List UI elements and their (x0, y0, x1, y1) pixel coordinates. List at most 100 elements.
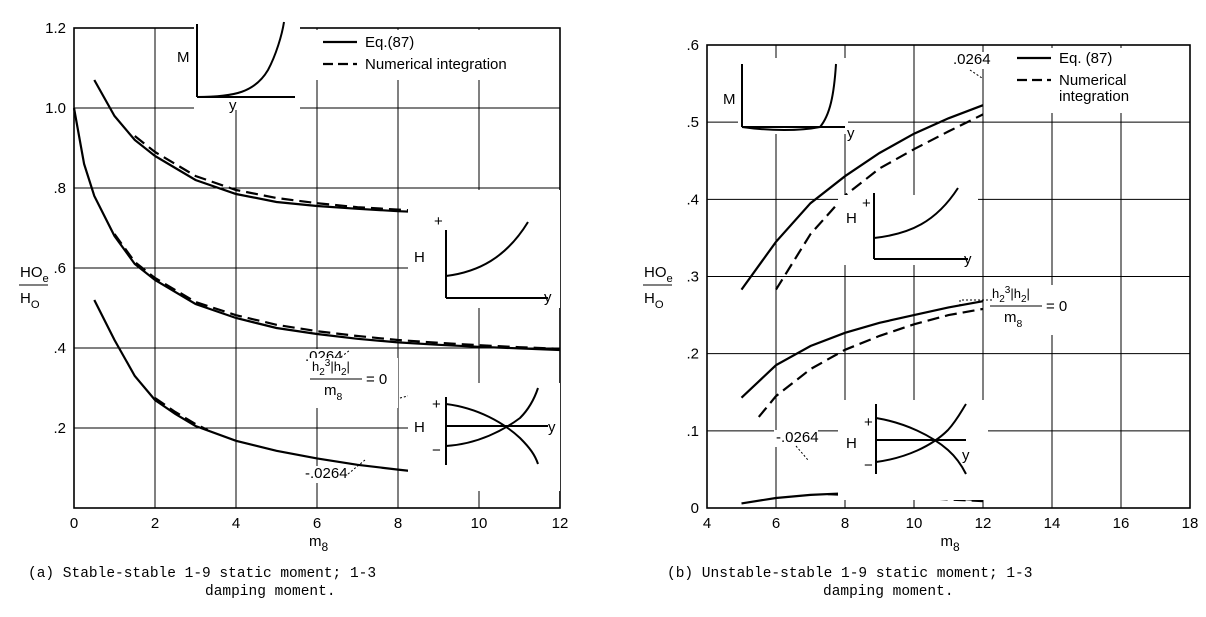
panel-a-y-label-top: HOe (20, 264, 49, 285)
panel-a-x-tick-label: 2 (151, 515, 159, 532)
panel-b-legend-label-2: integration (1059, 88, 1129, 105)
panel-a-y-tick-label: .4 (53, 340, 66, 357)
panel-a-y-tick-label: .2 (53, 420, 66, 437)
panel-b-inset-curve (741, 63, 837, 131)
panel-a-x-tick-label: 10 (471, 515, 488, 532)
panel-a-inset-1: Hy + (408, 190, 560, 308)
panel-a-y-tick-label: .8 (53, 180, 66, 197)
panel-b-annotation-leader (959, 299, 992, 308)
panel-b-annotation-h2: h23|h2| m8 = 0 (990, 285, 1067, 330)
panel-a-legend-bg (312, 30, 557, 80)
panel-b-inset-curve (875, 403, 967, 463)
panel-a-inset-y-label: H (414, 249, 425, 266)
panel-b-inset-x-label: y (847, 125, 855, 142)
panel-a-legend-label: Eq.(87) (365, 34, 414, 51)
panel-a-y-tick-label: 1.2 (45, 20, 66, 37)
panel-b-inset-1: Hy + (838, 187, 978, 268)
panel-b-inset-x-label: y (962, 447, 970, 464)
panel-b-x-tick-label: 18 (1182, 515, 1199, 532)
panel-b-legend-label: Numerical (1059, 72, 1127, 89)
panel-a-panel: 0 2 4 6 8 10 12 .2 .4 .6 .8 1.0 1.2 m8 HOe HO Eq.(87) Num… (19, 18, 568, 600)
panel-b-inset-bg (838, 400, 988, 500)
panel-a-caption-line-1: (a) Stable-stable 1-9 static moment; 1-3 (28, 566, 376, 582)
panel-b-inset-plus: + (862, 195, 871, 212)
panel-b-annotation-h2-num: h23|h2| (992, 285, 1030, 305)
panel-a-annotation-h2-den: m8 (324, 382, 343, 403)
panel-a-annotation-label: -.0264 (305, 465, 348, 482)
panel-a-inset-0: My (177, 18, 300, 114)
panel-b-x-tick-label: 16 (1113, 515, 1130, 532)
panel-b-caption-line-2: damping moment. (823, 584, 954, 600)
panel-b-y-tick-label: .2 (686, 346, 699, 363)
panel-b-inset-2: Hy + − (838, 400, 988, 500)
panel-b-series-dashed-1 (775, 113, 984, 291)
panel-a-inset-y-label: H (414, 419, 425, 436)
panel-a-inset-x-label: y (229, 97, 237, 114)
panel-a-annotation-leader (340, 349, 351, 358)
panel-a-annotation-h2: h23|h2| m8 = 0 (310, 358, 387, 403)
panel-a-inset-minus: − (432, 442, 441, 459)
panel-b-x-tick-label: 12 (975, 515, 992, 532)
panel-b-inset-plus: + (864, 414, 873, 431)
panel-a-legend-label: Numerical integration (365, 56, 507, 73)
panel-a-series-solid-2 (72, 107, 561, 352)
panel-a-inset-bg (408, 190, 560, 308)
panel-b-y-axis-label: HOe HO (643, 264, 673, 311)
panel-b-inset-minus: − (864, 457, 873, 474)
panel-a-x-tick-label: 4 (232, 515, 240, 532)
panel-b-annotation-h2-eq: = 0 (1046, 298, 1067, 315)
panel-a-y-tick-label: .6 (53, 260, 66, 277)
panel-a-inset-curve (196, 21, 285, 98)
panel-b-annotation-bg (774, 430, 818, 447)
panel-b-x-tick-label: 6 (772, 515, 780, 532)
panel-a-annotation-leader (347, 459, 366, 475)
panel-b-annotation-label: .0264 (953, 51, 991, 68)
panel-b-y-tick-label: .3 (686, 269, 699, 286)
panel-b-y-tick-label: .1 (686, 423, 699, 440)
panel-b-legend-label: Eq. (87) (1059, 50, 1112, 67)
panel-a-x-tick-label: 0 (70, 515, 78, 532)
panel-a-y-tick-label: 1.0 (45, 100, 66, 117)
panel-b-inset-y-label: H (846, 435, 857, 452)
panel-b-annotation-leader (969, 69, 983, 79)
panel-a-inset-x-label: y (544, 289, 552, 306)
panel-a-series-dashed-5 (154, 397, 209, 431)
panel-b-y-label-bottom: HO (644, 290, 664, 311)
panel-a-caption-line-2: damping moment. (205, 584, 336, 600)
panel-b-annotation-bg (988, 285, 1080, 335)
panel-b-annotation-leader (795, 445, 809, 461)
panel-a-inset-curve (445, 403, 539, 465)
panel-a-annotation-h2-num: h23|h2| (312, 358, 350, 378)
panel-b-series-dashed-3 (757, 307, 984, 418)
panel-b-inset-y-label: H (846, 210, 857, 227)
panel-b-y-label-top: HOe (644, 264, 673, 285)
panel-a-x-axis-label: m8 (309, 533, 329, 554)
panel-b-inset-y-label: M (723, 91, 736, 108)
panel-b-x-tick-label: 10 (906, 515, 923, 532)
panel-b-x-axis-label: m8 (941, 533, 961, 554)
panel-a-inset-plus: + (434, 213, 443, 230)
panel-b-x-tick-label: 14 (1044, 515, 1061, 532)
panel-b-inset-curve (873, 187, 959, 239)
panel-a-x-tick-label: 6 (313, 515, 321, 532)
panel-b-inset-curve (875, 417, 967, 475)
panel-b-y-tick-label: .4 (686, 191, 699, 208)
panel-b-inset-bg (738, 58, 848, 134)
panel-b-y-tick-label: .6 (686, 37, 699, 54)
panel-a-x-tick-label: 8 (394, 515, 402, 532)
panel-a-inset-curve (445, 387, 539, 447)
panel-b-inset-0: My (723, 58, 855, 142)
panel-b-series-solid-2 (740, 300, 984, 399)
panel-a-inset-curve (445, 221, 529, 277)
panel-a-x-tick-label: 12 (552, 515, 569, 532)
panel-a-annotation-bg (303, 466, 346, 483)
panel-b-annotation-h2-den: m8 (1004, 309, 1023, 330)
panel-a-annotation-bg (308, 358, 398, 408)
panel-b-x-tick-label: 4 (703, 515, 711, 532)
panel-b-y-tick-label: .5 (686, 114, 699, 131)
panel-a-series-dashed-3 (113, 233, 561, 350)
panel-b-annotation-label: -.0264 (776, 429, 819, 446)
panel-b-panel: 4 6 8 10 12 14 16 18 0 .1 .2 .3 .4 .5 .6 m8 HOe HO Eq. (87… (643, 37, 1198, 600)
